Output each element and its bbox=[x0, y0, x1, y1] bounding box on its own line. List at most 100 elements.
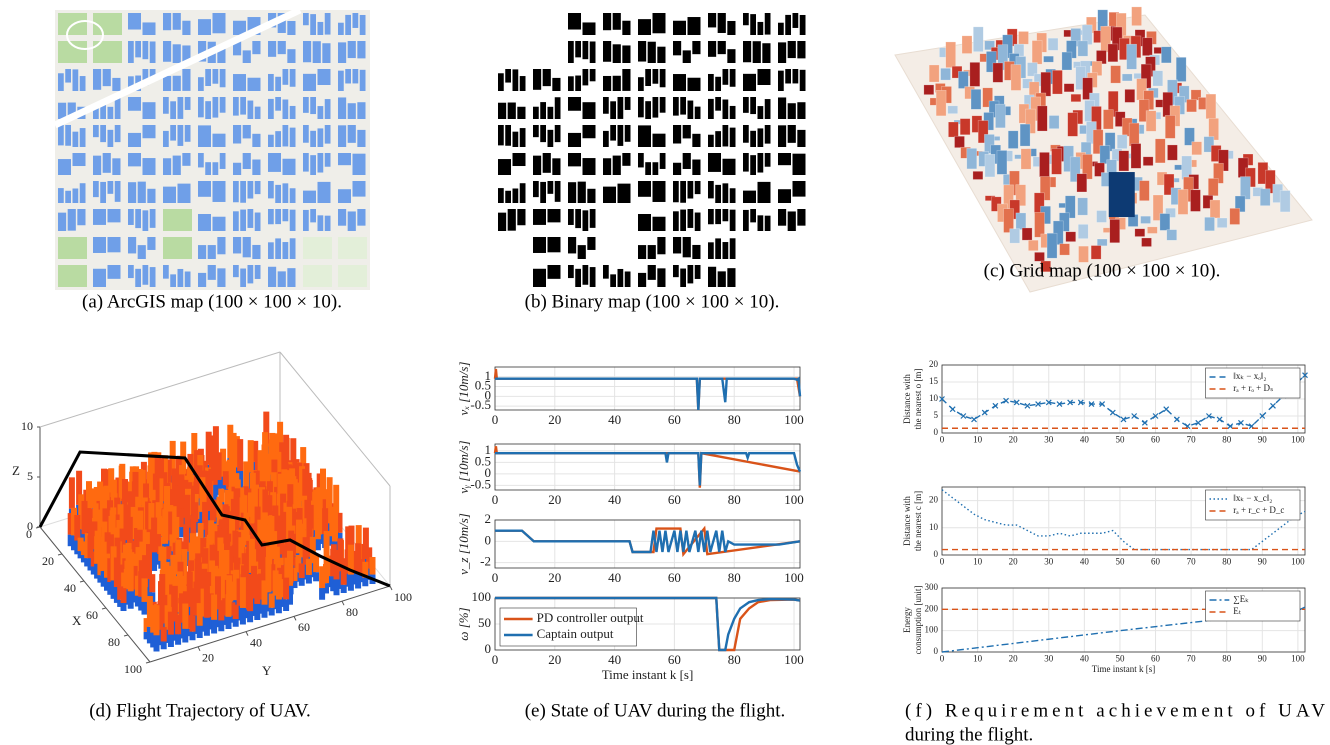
building bbox=[173, 76, 181, 91]
building bbox=[680, 269, 686, 287]
cube-stack bbox=[1047, 233, 1057, 258]
building bbox=[93, 125, 99, 137]
building bbox=[185, 97, 191, 110]
building bbox=[147, 189, 155, 203]
building bbox=[185, 125, 191, 142]
building bbox=[583, 158, 596, 175]
y-axis-label: vₓ [10m/s] bbox=[456, 362, 471, 416]
building bbox=[653, 69, 659, 84]
building bbox=[268, 99, 274, 119]
building bbox=[353, 13, 359, 28]
x-tick-label: 70 bbox=[1187, 435, 1197, 445]
x-tick-label: 10 bbox=[973, 557, 983, 567]
x-tick-label: 20 bbox=[1009, 435, 1019, 445]
building bbox=[345, 15, 351, 35]
building bbox=[657, 47, 665, 63]
building bbox=[683, 153, 691, 169]
building bbox=[750, 209, 756, 222]
building bbox=[622, 153, 630, 166]
building bbox=[198, 19, 211, 35]
x-tick bbox=[58, 554, 62, 555]
cube-stack bbox=[1062, 52, 1072, 70]
building bbox=[723, 125, 729, 146]
building bbox=[688, 78, 701, 91]
building bbox=[170, 125, 176, 141]
building bbox=[303, 74, 316, 91]
legend-label: ∑Eₖ bbox=[1233, 594, 1249, 604]
building bbox=[338, 42, 346, 63]
building bbox=[718, 41, 726, 54]
cube-stack bbox=[1097, 211, 1107, 223]
caption: (e) State of UAV during the flight. bbox=[525, 700, 786, 721]
building bbox=[348, 125, 356, 143]
surface-top bbox=[332, 507, 338, 542]
building bbox=[653, 13, 666, 33]
surface-base bbox=[240, 608, 246, 625]
building bbox=[80, 183, 86, 203]
building bbox=[213, 134, 226, 147]
building bbox=[103, 69, 111, 86]
building bbox=[508, 209, 516, 231]
cube-stack bbox=[948, 122, 958, 137]
x-axis-label: Time instant k [s] bbox=[1092, 664, 1155, 674]
building bbox=[727, 49, 735, 63]
building bbox=[673, 41, 681, 55]
building bbox=[613, 156, 621, 175]
building bbox=[520, 76, 526, 91]
building bbox=[797, 41, 805, 58]
building bbox=[730, 106, 736, 119]
building bbox=[708, 99, 714, 119]
building bbox=[252, 134, 260, 147]
y-tick-label: 100 bbox=[925, 625, 939, 635]
cube-stack bbox=[971, 89, 981, 109]
surface-top bbox=[283, 578, 289, 600]
building bbox=[750, 14, 756, 35]
surface-base bbox=[254, 604, 260, 620]
building bbox=[198, 181, 211, 197]
building bbox=[793, 181, 806, 197]
building bbox=[213, 181, 226, 202]
building bbox=[695, 107, 701, 119]
building bbox=[583, 265, 589, 285]
legend-label: Eₜ bbox=[1233, 606, 1241, 616]
building bbox=[128, 237, 136, 253]
cube-stack bbox=[1108, 44, 1118, 62]
building bbox=[108, 181, 114, 194]
building bbox=[128, 265, 134, 278]
cube-stack bbox=[1167, 230, 1177, 241]
building bbox=[240, 181, 246, 203]
surface-top bbox=[319, 566, 325, 588]
surface-base bbox=[204, 618, 210, 636]
building bbox=[613, 44, 621, 63]
building bbox=[638, 181, 651, 197]
building bbox=[543, 153, 551, 173]
x-tick-label: 80 bbox=[1222, 435, 1232, 445]
building bbox=[198, 214, 211, 231]
building bbox=[540, 182, 546, 203]
surface-base bbox=[182, 629, 188, 643]
building bbox=[673, 211, 679, 231]
building bbox=[325, 153, 331, 167]
surface-base bbox=[348, 575, 354, 591]
building bbox=[283, 209, 289, 221]
x-tick-label: 70 bbox=[1187, 654, 1197, 664]
cube-stack bbox=[948, 106, 958, 114]
x-tick-label: 100 bbox=[784, 492, 804, 507]
building bbox=[498, 213, 506, 231]
building bbox=[533, 107, 539, 119]
building bbox=[638, 41, 646, 62]
cube-stack bbox=[1010, 229, 1020, 243]
building bbox=[100, 182, 106, 203]
building bbox=[173, 156, 181, 175]
building bbox=[93, 69, 101, 90]
building bbox=[163, 131, 169, 147]
plot-area bbox=[495, 367, 800, 410]
building bbox=[182, 21, 190, 35]
building bbox=[77, 209, 85, 225]
building bbox=[303, 125, 309, 143]
building bbox=[248, 265, 254, 283]
building bbox=[578, 182, 586, 203]
building bbox=[715, 97, 721, 111]
building bbox=[692, 160, 700, 175]
y-tick-label: 10 bbox=[929, 393, 939, 403]
